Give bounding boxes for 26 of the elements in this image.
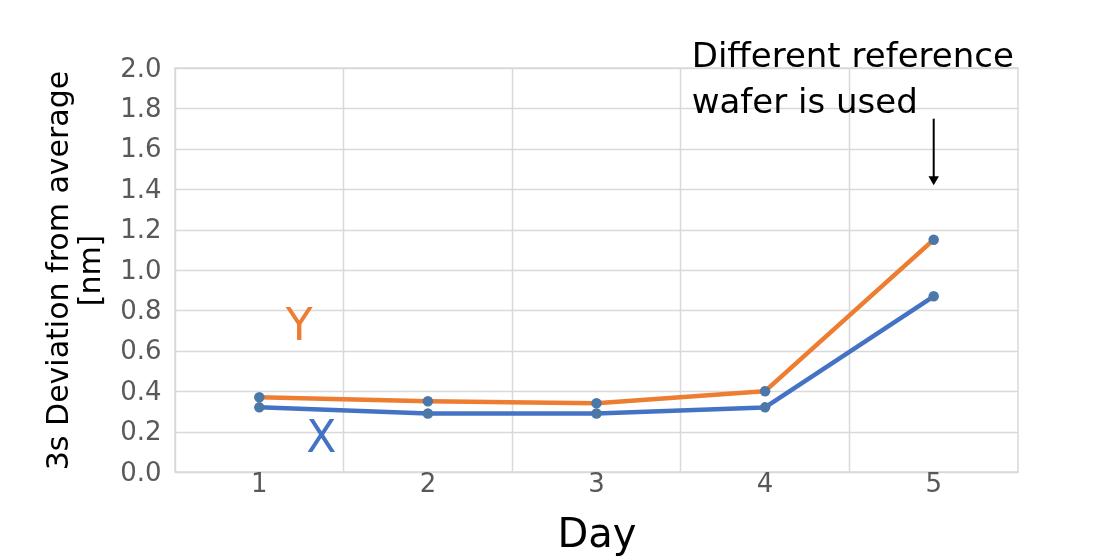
y-tick-label: 1.4: [120, 173, 162, 204]
y-axis-title: 3s Deviation from average [nm]: [40, 70, 108, 471]
point: [928, 291, 939, 302]
point: [422, 408, 434, 419]
x-tick-label: 5: [925, 467, 942, 498]
y-tick-label: 0.6: [120, 335, 162, 366]
y-tick-label: 1.8: [120, 92, 162, 123]
x-tick-label: 1: [251, 467, 268, 498]
y-tick-label: 1.2: [120, 214, 162, 245]
x-tick-label: 2: [419, 467, 437, 498]
point: [759, 402, 771, 413]
y-tick-label: 2.0: [120, 52, 162, 83]
point: [591, 408, 602, 419]
point: [254, 402, 265, 413]
x-tick-label: 4: [756, 467, 774, 498]
y-tick-label: 1.0: [120, 254, 162, 285]
x-tick-label: 3: [588, 467, 605, 498]
series-label: X: [306, 411, 337, 463]
y-tick-label: 0.8: [120, 294, 162, 325]
y-tick-label: 0.0: [120, 456, 162, 487]
annotation: Different reference wafer is used: [691, 34, 1014, 121]
series-label: Y: [284, 299, 313, 351]
y-tick-label: 0.2: [120, 416, 162, 447]
y-tick-label: 0.4: [120, 375, 162, 406]
x-axis-title: Day: [557, 509, 637, 556]
y-tick-label: 1.6: [120, 133, 162, 164]
